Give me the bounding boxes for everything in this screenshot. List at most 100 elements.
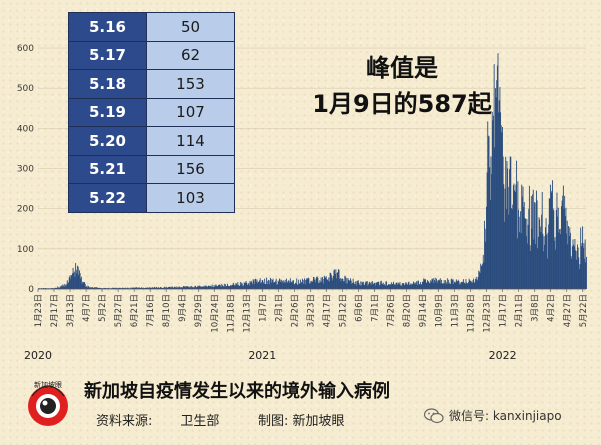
table-value-cell: 107 <box>146 97 235 127</box>
bar <box>98 288 100 289</box>
bar <box>111 288 112 289</box>
bar <box>123 287 125 289</box>
bar <box>300 279 302 289</box>
x-tick-label: 1月23日 <box>34 294 44 327</box>
bar <box>428 283 430 289</box>
table-date-cell: 5.18 <box>68 69 147 99</box>
bar <box>507 168 509 289</box>
bar <box>496 80 498 290</box>
bar <box>211 286 212 289</box>
bar <box>512 185 514 289</box>
bar <box>227 283 228 289</box>
bar <box>252 279 254 289</box>
bar <box>74 277 76 289</box>
bar <box>80 276 82 289</box>
bar <box>113 288 115 289</box>
bar <box>453 283 455 289</box>
bar <box>362 281 364 289</box>
bar <box>427 280 428 289</box>
bar <box>280 281 282 289</box>
bar <box>179 286 180 289</box>
bar <box>285 282 287 289</box>
bar <box>364 284 366 289</box>
bar <box>71 273 73 289</box>
bar <box>440 283 442 289</box>
bar <box>511 208 512 289</box>
bar <box>469 280 471 289</box>
bar <box>221 284 223 289</box>
bar <box>502 156 504 289</box>
bar <box>197 285 199 289</box>
bar <box>564 195 566 289</box>
bar <box>174 286 176 289</box>
bar <box>466 282 468 289</box>
bar <box>82 282 84 289</box>
bar <box>209 286 211 289</box>
bar <box>506 161 508 289</box>
bar <box>245 280 247 289</box>
bar <box>214 285 216 289</box>
bar <box>306 279 308 289</box>
bar <box>70 278 71 289</box>
bar <box>153 287 155 289</box>
bar <box>293 284 295 289</box>
bar <box>94 287 96 289</box>
bar <box>477 277 479 289</box>
bar <box>436 278 437 289</box>
bar <box>409 284 411 289</box>
bar <box>259 280 261 289</box>
bar <box>422 281 424 289</box>
bar <box>223 286 225 289</box>
bar <box>119 287 121 289</box>
bar <box>388 284 390 289</box>
bar <box>86 285 88 289</box>
bar <box>296 284 298 289</box>
bar <box>136 287 137 289</box>
bar <box>543 236 545 289</box>
bar <box>151 287 153 289</box>
bar <box>301 282 303 289</box>
bar <box>509 169 510 289</box>
bar <box>148 287 150 289</box>
bar <box>273 282 275 289</box>
bar <box>145 287 146 289</box>
bar <box>437 279 439 289</box>
bar <box>584 239 586 289</box>
bar <box>146 287 148 289</box>
x-tick-label: 1月7日 <box>258 294 268 322</box>
bar <box>451 278 453 289</box>
bar <box>107 288 109 289</box>
bar <box>331 277 333 289</box>
logo-text: 新加坡眼 <box>34 380 62 389</box>
bar <box>552 208 554 289</box>
bar <box>213 285 215 289</box>
bar <box>556 192 558 289</box>
bar <box>527 243 528 289</box>
kanxinjiapo-logo-icon: 新加坡眼 <box>28 380 68 426</box>
bar <box>302 278 303 289</box>
bar <box>519 232 521 289</box>
bar <box>534 202 536 289</box>
bar <box>193 287 195 289</box>
bar <box>498 112 500 289</box>
bar <box>549 198 551 289</box>
bar <box>577 247 579 289</box>
bar <box>532 189 534 289</box>
bar <box>367 285 369 289</box>
bar <box>365 281 367 289</box>
bar <box>405 282 407 289</box>
bar <box>337 272 339 289</box>
bar <box>497 53 499 289</box>
bar <box>286 281 288 289</box>
bar <box>54 288 55 289</box>
bar <box>275 278 277 289</box>
bar <box>434 277 436 289</box>
bar <box>566 220 568 289</box>
bar <box>352 278 354 289</box>
bar <box>350 278 352 289</box>
bar <box>382 282 384 289</box>
bar <box>437 280 439 289</box>
bar <box>73 272 75 289</box>
bar <box>283 283 285 289</box>
bar <box>175 287 177 289</box>
